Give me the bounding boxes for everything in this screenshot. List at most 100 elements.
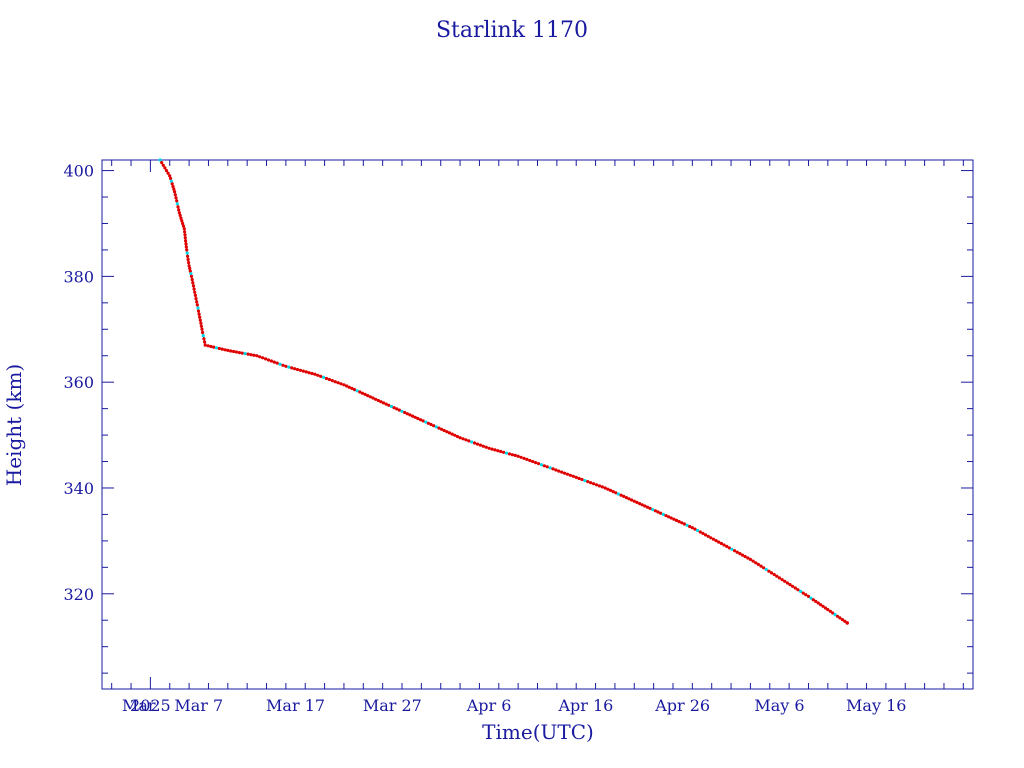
data-point-marker [493,448,497,452]
data-point-marker [209,344,213,349]
data-point-marker [643,504,647,508]
data-point-marker [510,453,514,457]
data-point-marker [199,324,203,328]
data-point-marker [840,618,845,622]
data-point-marker [722,543,726,547]
data-point-marker [201,330,205,335]
data-point-marker [237,351,241,355]
data-point-marker [327,377,331,382]
data-point-marker [185,251,189,255]
data-point-marker [730,547,734,551]
data-point-marker [525,457,529,461]
data-point-marker [203,343,207,347]
data-point-marker [387,403,391,407]
data-point-marker [324,376,329,381]
data-point-marker [504,451,509,455]
data-point-marker [499,449,503,454]
data-point-marker [690,526,694,530]
data-point-marker [363,392,367,396]
data-point-marker [688,524,692,529]
data-point-marker [560,470,564,474]
data-point-marker [421,419,425,423]
data-point-marker [571,474,575,478]
data-point-marker [801,591,805,595]
data-point-marker [740,553,745,557]
data-point-marker [376,398,380,403]
data-point-marker [751,559,755,563]
data-point-marker [725,544,729,549]
data-point-marker [748,557,753,562]
data-point-marker [166,171,170,175]
data-point-marker [336,381,340,385]
data-point-marker [746,556,750,560]
data-point-marker [252,353,256,357]
data-point-marker [275,361,279,365]
data-point-marker [577,476,581,481]
data-point-marker [685,523,689,527]
data-point-marker [408,413,412,417]
data-point-marker [183,236,187,240]
x-tick-label: Apr 16 [557,696,613,715]
data-point-marker [764,567,768,572]
data-point-marker [777,576,782,580]
data-point-marker [181,221,185,226]
data-point-marker [169,179,173,183]
y-tick-label: 320 [63,585,94,604]
data-point-marker [202,337,206,341]
x-axis-ticks: 2025 Mar 7 Mar 17 Mar 27 Apr 6 Apr 16 Apr 26 Ma… [111,160,964,715]
data-point-marker [199,321,203,325]
data-point-marker [551,467,555,471]
data-point-marker [374,397,378,401]
data-point-marker [627,497,631,501]
data-point-marker [185,248,189,252]
data-point-marker [458,436,462,440]
data-point-marker [184,245,188,249]
data-point-marker [258,355,262,359]
data-point-marker [182,227,186,231]
data-point-marker [743,554,747,559]
data-point-marker [181,224,186,228]
data-point-marker [179,216,183,220]
data-point-marker [177,211,181,215]
data-point-marker [470,440,474,444]
data-point-marker [195,300,199,304]
data-point-marker [168,174,172,178]
data-point-marker [539,463,544,467]
data-point-marker [240,351,244,355]
data-point-marker [762,566,766,570]
data-point-marker [682,522,687,526]
data-point-marker [442,428,446,433]
data-point-marker [191,281,195,285]
data-point-marker [788,583,792,587]
data-point-marker [583,479,587,483]
data-point-marker [769,571,774,575]
data-point-marker [272,360,276,364]
data-point-marker [175,199,179,203]
data-point-marker [163,166,167,170]
data-point-marker [806,594,811,599]
data-point-marker [548,466,552,470]
data-point-marker [450,432,454,436]
data-point-marker [169,176,173,181]
data-point-marker [411,414,415,418]
data-point-marker [804,593,808,597]
data-point-marker [381,401,386,405]
data-point-marker [630,498,634,502]
data-point-marker [719,541,724,546]
data-point-marker [542,464,546,468]
y-tick-label: 400 [63,162,94,181]
data-point-marker [791,584,795,588]
data-point-marker [828,609,832,613]
data-point-marker [775,574,779,578]
data-point-marker [703,533,708,537]
data-point-marker [754,561,758,565]
x-axis-label: Time(UTC) [482,720,594,744]
data-point-marker [310,371,314,376]
data-point-marker [194,297,198,301]
data-point-marker [350,386,354,390]
data-point-marker [661,512,665,517]
data-point-marker [783,579,787,583]
data-point-marker [293,367,297,371]
data-point-marker [413,415,417,419]
